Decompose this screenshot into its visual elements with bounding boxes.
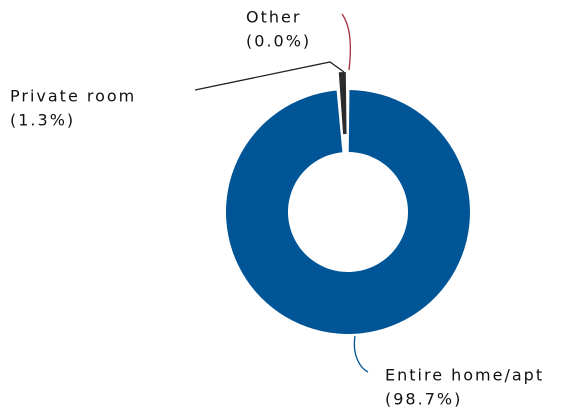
slice-value-label: (0.0%) (246, 32, 311, 51)
donut-slice (338, 72, 347, 135)
slice-label: Other (246, 8, 301, 27)
slice-label: Entire home/apt (385, 366, 544, 385)
slice-label: Private room (10, 87, 136, 106)
leader-line (194, 61, 345, 91)
slice-value-label: (1.3%) (10, 111, 75, 130)
slice-value-label: (98.7%) (385, 390, 462, 409)
leader-line (341, 13, 351, 71)
donut-slice (225, 90, 470, 334)
leader-line (353, 335, 369, 373)
